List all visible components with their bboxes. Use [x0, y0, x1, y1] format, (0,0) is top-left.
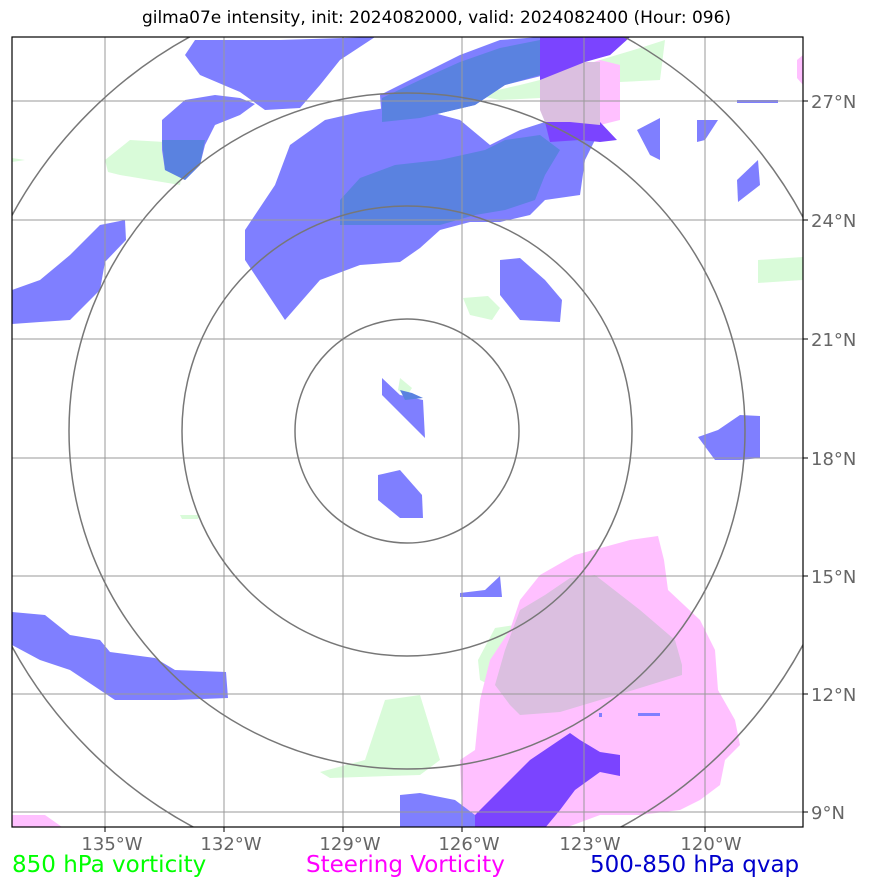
- range-ring-1: [294, 318, 520, 544]
- lon-tick-label: 123°W: [559, 834, 620, 855]
- lat-tick-label: 21°N: [811, 330, 856, 351]
- lon-tick-label: 120°W: [680, 834, 741, 855]
- range-ring-2: [181, 205, 633, 657]
- lat-lon-grid: [12, 37, 803, 827]
- lon-tick-labels: 135°W 132°W 129°W 126°W 123°W 120°W: [81, 834, 741, 855]
- lon-tick-label: 132°W: [200, 834, 261, 855]
- map-frame: [11, 36, 804, 828]
- lat-tick-label: 18°N: [811, 449, 856, 470]
- lat-tick-label: 12°N: [811, 685, 856, 706]
- legend-qvap: 500-850 hPa qvap: [590, 852, 800, 878]
- legend-steering-vorticity: Steering Vorticity: [306, 852, 505, 878]
- plot-title: gilma07e intensity, init: 2024082000, va…: [141, 8, 732, 28]
- lat-tick-labels: 27°N 24°N 21°N 18°N 15°N 12°N 9°N: [811, 92, 856, 824]
- lon-tick-label: 126°W: [438, 834, 499, 855]
- lat-tick-label: 24°N: [811, 211, 856, 232]
- tick-marks: [104, 100, 808, 832]
- lat-tick-label: 27°N: [811, 92, 856, 113]
- lat-tick-label: 9°N: [811, 803, 845, 824]
- range-rings: [12, 37, 803, 827]
- lat-tick-label: 15°N: [811, 567, 856, 588]
- range-ring-3: [68, 92, 746, 770]
- map-layers: [12, 37, 803, 827]
- legend-850-vorticity: 850 hPa vorticity: [12, 852, 207, 878]
- lon-tick-label: 135°W: [81, 834, 142, 855]
- lon-tick-label: 129°W: [319, 834, 380, 855]
